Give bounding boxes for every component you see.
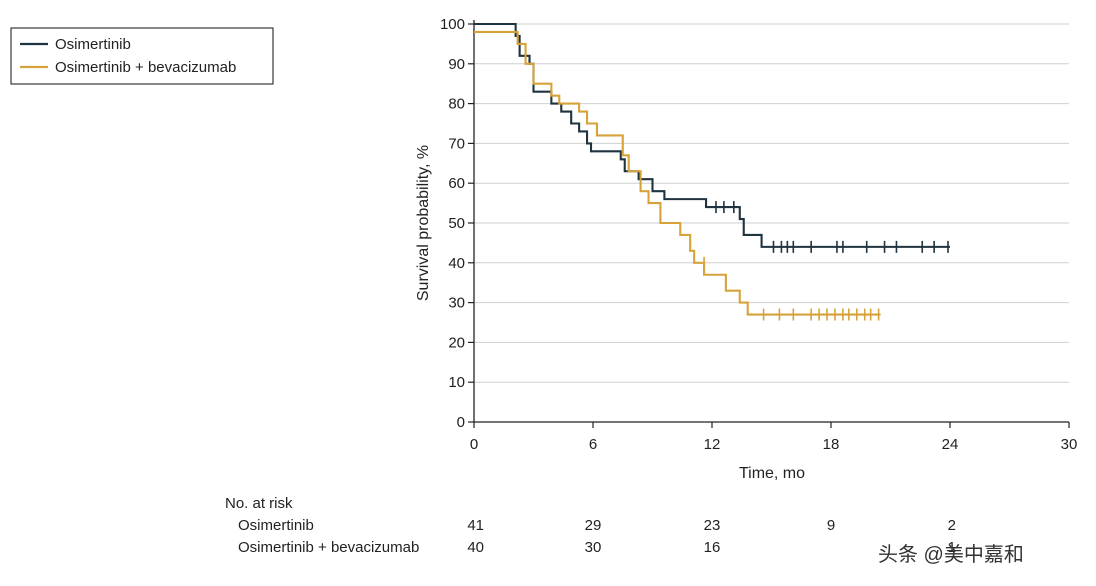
risk-row-label-combination: Osimertinib + bevacizumab xyxy=(238,539,419,556)
risk-value-combination: 30 xyxy=(585,539,602,556)
y-tick-label-70: 70 xyxy=(448,135,465,152)
risk-row-label-osimertinib: Osimertinib xyxy=(238,517,314,534)
risk-value-osimertinib: 29 xyxy=(585,517,602,534)
y-tick-label-80: 80 xyxy=(448,96,465,113)
y-tick-label-0: 0 xyxy=(457,414,465,431)
risk-value-combination: 40 xyxy=(467,539,484,556)
y-axis-ticks: 0 10 20 30 40 50 60 70 80 90 100 xyxy=(440,16,474,431)
watermark-text: 头条 @美中嘉和 xyxy=(878,543,1024,566)
legend-label-combination: Osimertinib + bevacizumab xyxy=(55,59,236,76)
y-tick-label-100: 100 xyxy=(440,16,465,33)
curve-combination xyxy=(474,30,881,316)
x-tick-label-0: 0 xyxy=(470,436,478,453)
x-tick-label-12: 12 xyxy=(704,436,721,453)
x-axis-ticks: 0 6 12 18 24 30 xyxy=(470,422,1078,453)
y-tick-label-10: 10 xyxy=(448,374,465,391)
y-tick-label-60: 60 xyxy=(448,175,465,192)
y-tick-label-40: 40 xyxy=(448,255,465,272)
risk-value-combination: 16 xyxy=(704,539,721,556)
x-tick-label-18: 18 xyxy=(823,436,840,453)
y-tick-label-20: 20 xyxy=(448,334,465,351)
x-tick-label-6: 6 xyxy=(589,436,597,453)
plot-area: 0 10 20 30 40 50 60 70 80 90 100 0 6 12 18 24 30 xyxy=(440,16,1077,453)
risk-values: 41 29 23 9 2 40 30 16 1 xyxy=(467,517,956,556)
survival-curves xyxy=(474,22,950,321)
legend-frame xyxy=(10,27,274,85)
y-tick-label-50: 50 xyxy=(448,215,465,232)
x-tick-label-30: 30 xyxy=(1061,436,1078,453)
grid-lines xyxy=(474,23,1069,383)
y-tick-label-90: 90 xyxy=(448,56,465,73)
risk-value-osimertinib: 41 xyxy=(467,517,484,534)
risk-table-title: No. at risk xyxy=(225,495,293,512)
risk-value-osimertinib: 9 xyxy=(827,517,835,534)
risk-value-osimertinib: 2 xyxy=(948,517,956,534)
risk-table: No. at risk Osimertinib Osimertinib + be… xyxy=(225,495,956,556)
legend: Osimertinib Osimertinib + bevacizumab xyxy=(10,27,274,85)
x-tick-label-24: 24 xyxy=(942,436,959,453)
x-axis-title: Time, mo xyxy=(739,465,805,482)
y-axis-title: Survival probability, % xyxy=(415,145,432,301)
curve-osimertinib xyxy=(474,22,950,248)
y-tick-label-30: 30 xyxy=(448,295,465,312)
risk-value-osimertinib: 23 xyxy=(704,517,721,534)
legend-label-osimertinib: Osimertinib xyxy=(55,36,131,53)
risk-value-combination: 1 xyxy=(948,539,956,556)
